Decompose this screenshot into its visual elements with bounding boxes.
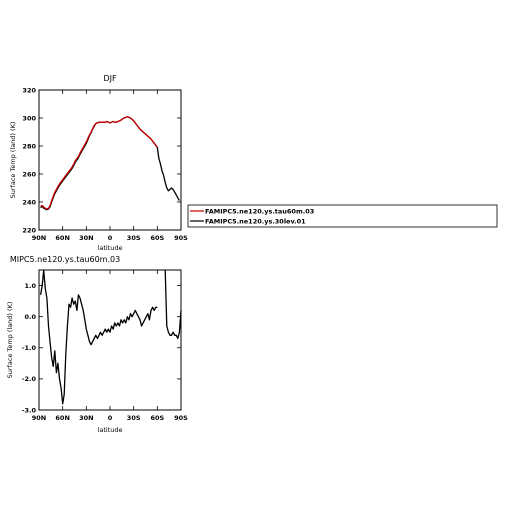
x-tick-label: 90N — [32, 414, 47, 422]
x-tick-label: 90S — [174, 414, 188, 422]
x-tick-label: 60S — [150, 414, 164, 422]
x-tick-label: 30S — [127, 234, 141, 242]
y-tick-label: 220 — [22, 226, 36, 234]
y-tick-label: 1.0 — [24, 282, 36, 290]
series-line — [39, 269, 158, 405]
x-tick-label: 60S — [150, 234, 164, 242]
temperature-chart: DJF 90N 60N 30N 0 30S 60S 90S 220 240 260 280 300 3… — [9, 74, 188, 252]
chart-title: MIPC5.ne120.ys.tau60m.03 — [10, 255, 120, 264]
difference-chart: MIPC5.ne120.ys.tau60m.03 90N 60N 30N 0 30S 60… — [6, 255, 188, 434]
x-tick-label: 30S — [127, 414, 141, 422]
x-axis-label: latitude — [98, 426, 123, 434]
y-tick-label: 320 — [22, 86, 36, 94]
y-tick-label: 240 — [22, 198, 36, 206]
legend: FAMIPC5.ne120.ys.tau60m.03 FAMIPC5.ne120… — [187, 204, 498, 228]
legend-box — [187, 204, 498, 228]
chart-title: DJF — [103, 74, 117, 83]
y-axis-label: Surface Temp (land) (K) — [6, 302, 14, 379]
series-lines — [40, 115, 180, 211]
x-tick-label: 90S — [174, 234, 188, 242]
y-tick-label: -2.0 — [22, 375, 37, 383]
x-tick-label: 0 — [108, 414, 113, 422]
plot-frame — [38, 269, 182, 411]
legend-label-tau60m: FAMIPC5.ne120.ys.tau60m.03 — [205, 208, 314, 216]
y-tick-label: 260 — [22, 170, 36, 178]
x-tick-label: 0 — [108, 234, 113, 242]
y-tick-label: 300 — [22, 114, 36, 122]
y-ticks: -3.0 -2.0 -1.0 0.0 1.0 — [22, 282, 181, 414]
x-ticks: 90N 60N 30N 0 30S 60S 90S — [32, 90, 188, 242]
x-tick-label: 60N — [55, 234, 70, 242]
y-tick-label: -3.0 — [22, 406, 37, 414]
y-tick-label: 0.0 — [24, 313, 36, 321]
series-lines — [39, 269, 182, 405]
y-tick-label: -1.0 — [22, 344, 37, 352]
series-line — [40, 115, 158, 210]
x-tick-label: 30N — [79, 234, 94, 242]
legend-label-30lev: FAMIPC5.ne120.ys.30lev.01 — [205, 218, 306, 226]
series-line — [164, 269, 182, 340]
x-tick-label: 90N — [32, 234, 47, 242]
x-ticks: 90N 60N 30N 0 30S 60S 90S — [32, 270, 188, 422]
x-axis-label: latitude — [98, 244, 123, 252]
y-tick-label: 280 — [22, 142, 36, 150]
y-ticks: 220 240 260 280 300 320 — [22, 86, 181, 234]
y-axis-label: Surface Temp (land) (K) — [9, 122, 17, 199]
x-tick-label: 60N — [55, 414, 70, 422]
x-tick-label: 30N — [79, 414, 94, 422]
series-line — [40, 115, 180, 211]
